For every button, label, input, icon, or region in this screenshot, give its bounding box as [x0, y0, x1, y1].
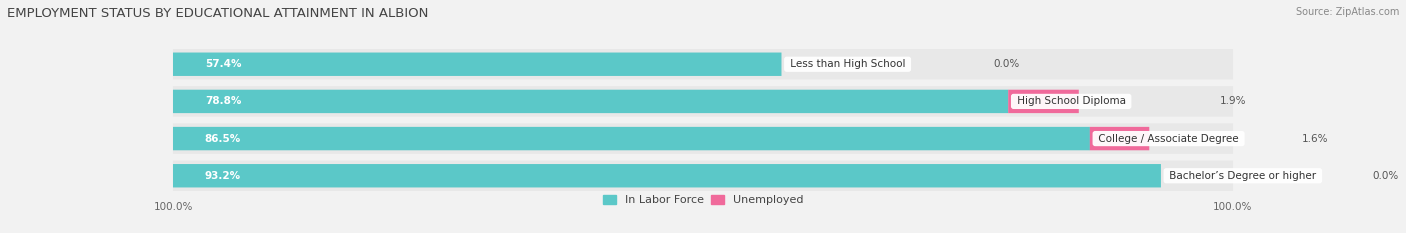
Text: 0.0%: 0.0%: [994, 59, 1019, 69]
Text: EMPLOYMENT STATUS BY EDUCATIONAL ATTAINMENT IN ALBION: EMPLOYMENT STATUS BY EDUCATIONAL ATTAINM…: [7, 7, 429, 20]
Text: 1.6%: 1.6%: [1302, 134, 1329, 144]
Text: Less than High School: Less than High School: [787, 59, 908, 69]
Text: Source: ZipAtlas.com: Source: ZipAtlas.com: [1295, 7, 1399, 17]
Text: High School Diploma: High School Diploma: [1014, 96, 1129, 106]
FancyBboxPatch shape: [173, 123, 1233, 154]
FancyBboxPatch shape: [173, 90, 1008, 113]
Text: 78.8%: 78.8%: [205, 96, 242, 106]
FancyBboxPatch shape: [1008, 90, 1078, 113]
FancyBboxPatch shape: [1090, 127, 1149, 150]
Text: Bachelor’s Degree or higher: Bachelor’s Degree or higher: [1166, 171, 1320, 181]
Text: 86.5%: 86.5%: [205, 134, 240, 144]
FancyBboxPatch shape: [173, 86, 1233, 117]
FancyBboxPatch shape: [173, 164, 1161, 188]
Legend: In Labor Force, Unemployed: In Labor Force, Unemployed: [603, 195, 803, 205]
FancyBboxPatch shape: [173, 161, 1233, 191]
Text: 57.4%: 57.4%: [205, 59, 242, 69]
FancyBboxPatch shape: [173, 127, 1090, 150]
FancyBboxPatch shape: [173, 49, 1233, 79]
Text: 93.2%: 93.2%: [205, 171, 240, 181]
FancyBboxPatch shape: [173, 52, 782, 76]
Text: 0.0%: 0.0%: [1372, 171, 1399, 181]
Text: 1.9%: 1.9%: [1220, 96, 1247, 106]
Text: College / Associate Degree: College / Associate Degree: [1095, 134, 1241, 144]
